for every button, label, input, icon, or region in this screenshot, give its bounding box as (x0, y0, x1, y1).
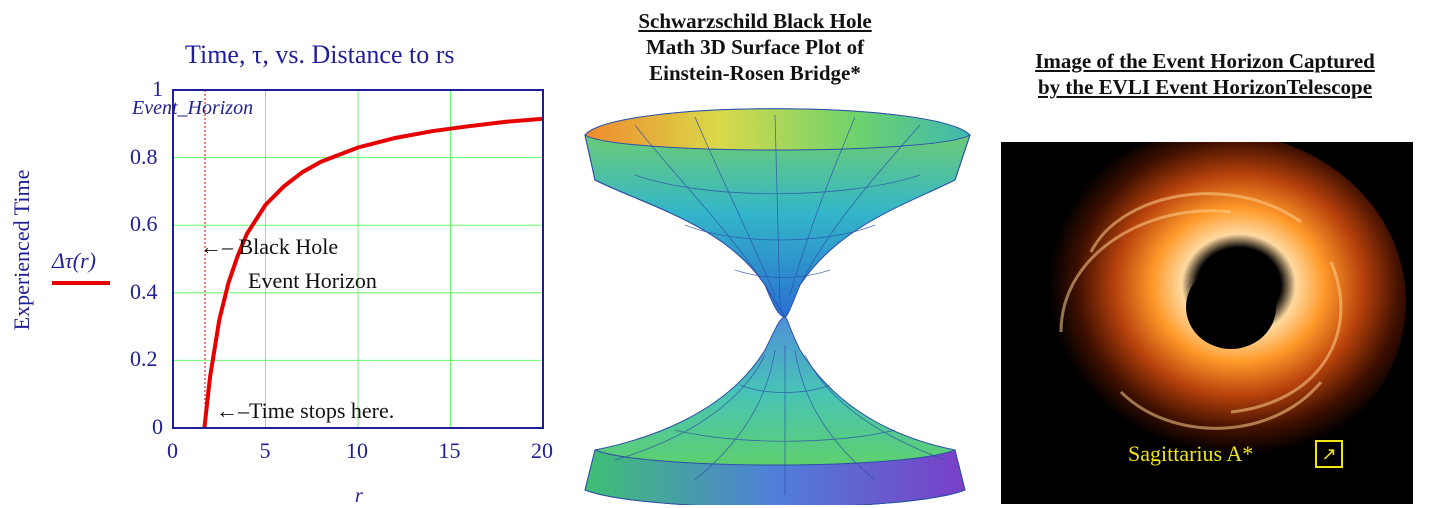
y-tick-label: 0.8 (130, 143, 158, 169)
einstein-rosen-bridge-surface (584, 108, 971, 505)
y-tick-label: 0.2 (130, 346, 158, 372)
right-panel-title: Image of the Event Horizon Captured by t… (960, 48, 1450, 100)
y-tick-label: 0.6 (130, 211, 158, 237)
plot-title: Time, τ, vs. Distance to rs (185, 40, 455, 69)
event-horizon-annotation: Event Horizon (248, 268, 377, 293)
external-link-icon[interactable]: ↗ (1315, 440, 1343, 468)
sagittarius-caption: Sagittarius A* (1128, 441, 1254, 466)
middle-title-line1: Schwarzschild Black Hole (638, 9, 872, 33)
y-tick-label: 0 (152, 414, 163, 439)
grid-lines (173, 90, 543, 428)
right-title-line2: by the EVLI Event HorizonTelescope (1037, 75, 1373, 99)
black-hole-annotation: ←– Black Hole (200, 234, 339, 259)
right-title-line1: Image of the Event Horizon Captured (1035, 49, 1375, 73)
x-tick-label: 0 (167, 438, 178, 463)
x-tick-label: 10 (346, 438, 368, 463)
middle-title-line3: Einstein-Rosen Bridge* (649, 61, 861, 85)
x-axis-variable: r (355, 485, 363, 507)
y-tick-label: 1 (152, 76, 163, 101)
plot-frame (172, 89, 544, 429)
event-horizon-label: Event_Horizon (132, 97, 254, 119)
legend-line-swatch (52, 281, 110, 285)
time-stops-annotation: ←–Time stops here. (216, 398, 395, 423)
y-axis-variable: Δτ(r) (52, 248, 96, 273)
series-line-delta-tau (202, 116, 544, 429)
middle-title-line2: Math 3D Surface Plot of (645, 35, 865, 59)
x-tick-label: 20 (531, 438, 553, 463)
middle-panel-title: Schwarzschild Black Hole Math 3D Surface… (565, 8, 945, 86)
black-hole-illustration (1026, 142, 1406, 472)
y-tick-label: 0.4 (130, 278, 158, 304)
x-tick-label: 15 (438, 438, 461, 463)
black-hole-image (1001, 142, 1413, 504)
time-distance-chart (172, 89, 544, 429)
x-tick-label: 5 (259, 438, 271, 463)
